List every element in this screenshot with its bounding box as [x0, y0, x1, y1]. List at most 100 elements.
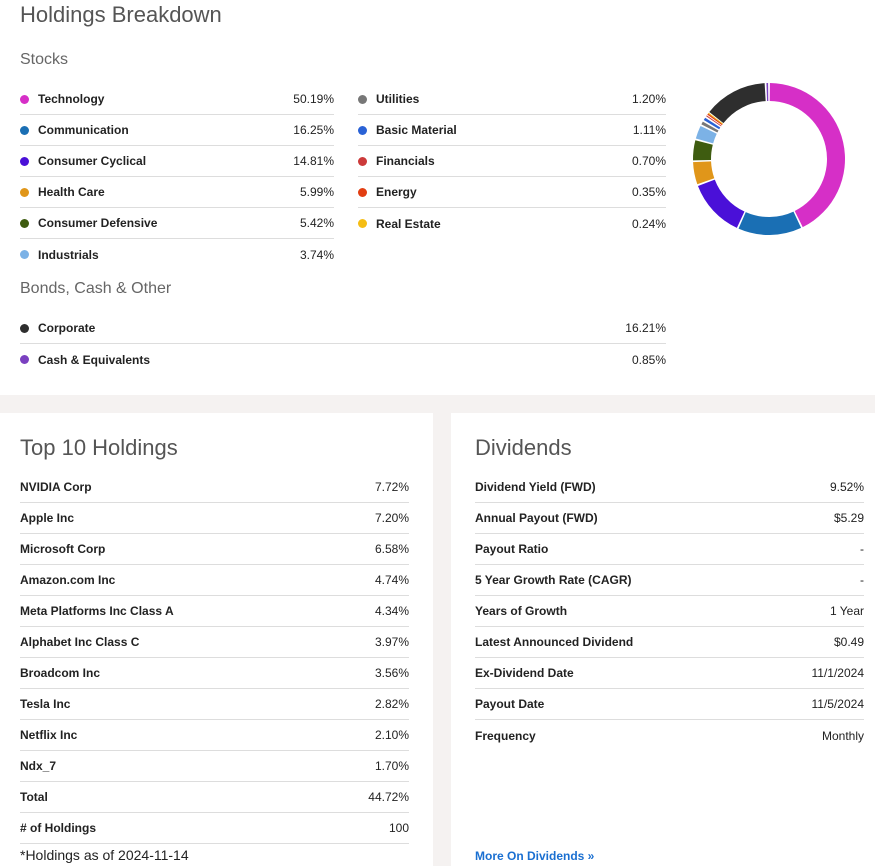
donut-slice-health-care	[693, 161, 715, 185]
row-broadcom-inc: Broadcom Inc 3.56%	[20, 658, 409, 689]
row-value: 3.56%	[374, 666, 409, 680]
row-value: 11/1/2024	[811, 666, 865, 680]
row-label: Basic Material	[376, 123, 457, 137]
row-label: Ex-Dividend Date	[475, 666, 574, 680]
legend-dot-icon	[20, 250, 29, 259]
legend-dot-icon	[358, 187, 367, 197]
row-payout-ratio: Payout Ratio -	[475, 534, 864, 565]
donut-slice-consumer-cyclical	[697, 179, 745, 228]
row-value: 1.11%	[632, 123, 666, 137]
row-technology: Technology 50.19%	[20, 84, 334, 115]
row-value: 2.82%	[374, 697, 409, 711]
row-label: NVIDIA Corp	[20, 480, 92, 494]
row-label: Ndx_7	[20, 759, 57, 773]
row-dividend-yield-fwd: Dividend Yield (FWD) 9.52%	[475, 472, 864, 503]
row-label: Corporate	[38, 321, 96, 335]
row-value: -	[860, 542, 864, 556]
stocks-heading: Stocks	[20, 51, 69, 68]
row-label: Energy	[376, 185, 417, 199]
row-label: Payout Ratio	[475, 542, 549, 556]
row-microsoft-corp: Microsoft Corp 6.58%	[20, 534, 409, 565]
row-value: $0.49	[833, 635, 864, 649]
legend-dot-icon	[20, 125, 29, 135]
holdings-breakdown-title: Holdings Breakdown	[20, 2, 222, 27]
row-value: 0.70%	[631, 154, 666, 168]
row-label: Dividend Yield (FWD)	[475, 480, 596, 494]
donut-slice-communication	[738, 211, 802, 236]
row-value: 7.72%	[374, 480, 409, 494]
row-label: Amazon.com Inc	[20, 573, 116, 587]
row-label: Latest Announced Dividend	[475, 635, 634, 649]
donut-slice-industrials	[695, 125, 717, 144]
row-energy: Energy 0.35%	[358, 177, 666, 208]
row-utilities: Utilities 1.20%	[358, 84, 666, 115]
row-label: Health Care	[38, 185, 105, 199]
row-frequency: Frequency Monthly	[475, 720, 864, 751]
more-on-dividends-link[interactable]: More On Dividends »	[475, 849, 595, 863]
row-label: Meta Platforms Inc Class A	[20, 604, 174, 618]
legend-dot-icon	[20, 355, 29, 364]
row-apple-inc: Apple Inc 7.20%	[20, 503, 409, 534]
row-tesla-inc: Tesla Inc 2.82%	[20, 689, 409, 720]
row-financials: Financials 0.70%	[358, 146, 666, 177]
row-label: Years of Growth	[475, 604, 568, 618]
legend-dot-icon	[20, 156, 29, 166]
row-total: Total 44.72%	[20, 782, 409, 813]
row-value: -	[860, 573, 864, 587]
row-label: Alphabet Inc Class C	[20, 635, 140, 649]
row-value: 50.19%	[293, 92, 334, 106]
row-label: Industrials	[38, 247, 99, 262]
row-latest-announced-dividend: Latest Announced Dividend $0.49	[475, 627, 864, 658]
row-annual-payout-fwd: Annual Payout (FWD) $5.29	[475, 503, 864, 534]
legend-dot-icon	[358, 94, 367, 104]
row-label: Utilities	[376, 92, 420, 106]
row-label: Total	[20, 790, 48, 804]
top-10-holdings-card: Top 10 Holdings NVIDIA Corp 7.72% Apple In…	[0, 413, 433, 866]
row-label: Consumer Cyclical	[38, 154, 147, 168]
legend-dot-icon	[20, 323, 29, 333]
donut-slice-real-estate	[708, 112, 724, 125]
top-10-holdings-title: Top 10 Holdings	[20, 435, 178, 460]
donut-slice-basic-material	[703, 117, 721, 130]
row-label: Financials	[376, 154, 435, 168]
row-label: Real Estate	[376, 216, 441, 231]
row-value: 4.34%	[374, 604, 409, 618]
row-value: 44.72%	[368, 790, 409, 804]
row-ex-dividend-date: Ex-Dividend Date 11/1/2024	[475, 658, 864, 689]
row-value: $5.29	[833, 511, 864, 525]
row-5-year-growth-rate-cagr: 5 Year Growth Rate (CAGR) -	[475, 565, 864, 596]
row-value: 14.81%	[293, 154, 334, 168]
row-years-of-growth: Years of Growth 1 Year	[475, 596, 864, 627]
holdings-breakdown-panel: Holdings Breakdown Stocks Technology 50.1…	[0, 0, 875, 395]
row-value: 0.35%	[631, 185, 666, 199]
row-value: 1 Year	[829, 604, 864, 618]
row-label: Payout Date	[475, 697, 545, 711]
dividends-title: Dividends	[475, 435, 572, 460]
legend-dot-icon	[358, 156, 367, 166]
donut-slice-consumer-defensive	[693, 140, 713, 161]
row-label: Microsoft Corp	[20, 542, 106, 556]
donut-slice-financials	[706, 115, 722, 127]
row-label: Netflix Inc	[20, 728, 78, 742]
row-label: Technology	[38, 92, 105, 106]
row-basic-material: Basic Material 1.11%	[358, 115, 666, 146]
legend-dot-icon	[358, 125, 367, 135]
row-value: 5.42%	[299, 216, 334, 230]
row-corporate: Corporate 16.21%	[20, 313, 666, 344]
row-value: 1.70%	[374, 759, 409, 773]
donut-slice-corporate	[709, 83, 766, 124]
legend-dot-icon	[20, 218, 29, 228]
row-value: 3.74%	[299, 247, 334, 262]
legend-dot-icon	[20, 187, 29, 197]
row-value: 1.20%	[631, 92, 666, 106]
row-value: 3.97%	[374, 635, 409, 649]
row-value: 16.21%	[625, 321, 666, 335]
row-value: 16.25%	[293, 123, 334, 137]
holdings-footnote: *Holdings as of 2024-11-14	[20, 847, 189, 863]
row-label: Broadcom Inc	[20, 666, 101, 680]
row-label: Consumer Defensive	[38, 216, 158, 230]
row-label: # of Holdings	[20, 821, 96, 835]
row-value: 7.20%	[374, 511, 409, 525]
row-value: 11/5/2024	[811, 697, 865, 711]
legend-dot-icon	[20, 94, 29, 104]
